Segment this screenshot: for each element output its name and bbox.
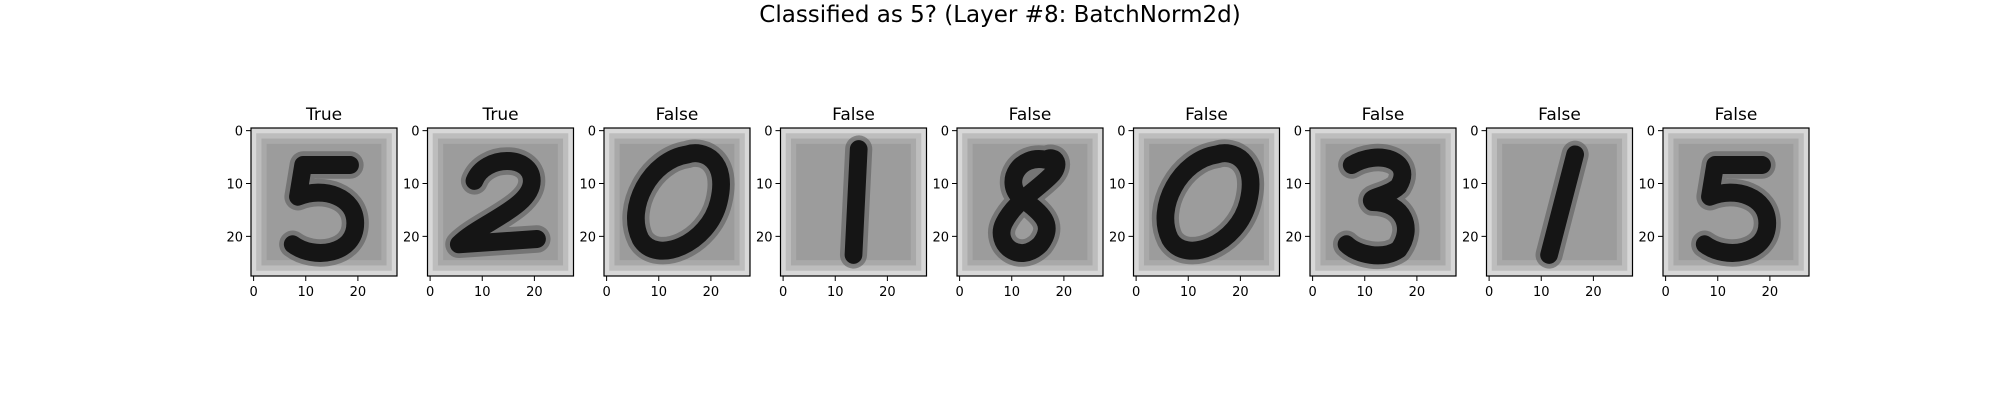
x-tick-label: 10 <box>650 285 667 300</box>
axes-frame <box>779 127 928 277</box>
x-tick-label: 10 <box>827 285 844 300</box>
x-tick-label: 0 <box>426 285 434 300</box>
image-panel: True 0 10 20 0 10 20 <box>403 105 575 300</box>
x-tick-label: 0 <box>1485 285 1493 300</box>
y-tick-label: 20 <box>1285 230 1302 245</box>
x-tick-label: 0 <box>1132 285 1140 300</box>
panel-title: False <box>1538 105 1581 125</box>
figure-title: Classified as 5? (Layer #8: BatchNorm2d) <box>759 2 1241 28</box>
y-tick-label: 0 <box>1294 125 1302 140</box>
y-tick-label: 20 <box>579 230 596 245</box>
x-tick-label: 10 <box>474 285 491 300</box>
y-tick-label: 10 <box>1462 178 1479 193</box>
x-tick-label: 0 <box>955 285 963 300</box>
x-tick-label: 20 <box>1409 285 1426 300</box>
x-tick-label: 10 <box>1356 285 1373 300</box>
axes-frame <box>250 127 398 277</box>
panel-title: False <box>1715 105 1758 125</box>
x-tick-label: 0 <box>602 285 610 300</box>
digit-stroke <box>1540 145 1585 264</box>
x-tick-label: 0 <box>779 285 787 300</box>
y-tick-label: 0 <box>411 125 419 140</box>
image-panel: False 0 10 20 0 10 20 <box>579 105 751 300</box>
y-tick-label: 20 <box>1109 230 1126 245</box>
panel-title: True <box>305 105 342 125</box>
axes-frame <box>426 127 575 277</box>
image-panel: False 0 10 20 0 10 20 <box>1285 105 1457 300</box>
y-tick-label: 10 <box>1109 178 1126 193</box>
panel-title: False <box>1185 105 1228 125</box>
x-tick-label: 10 <box>1709 285 1726 300</box>
x-tick-label: 20 <box>1232 285 1249 300</box>
digit-stroke <box>1156 144 1260 260</box>
panel-title: False <box>1362 105 1405 125</box>
digit-stroke <box>449 152 546 254</box>
axes-frame <box>1132 127 1281 277</box>
digit-stroke <box>1695 156 1777 262</box>
y-tick-label: 20 <box>932 230 949 245</box>
y-tick-label: 10 <box>1638 178 1655 193</box>
axes-frame <box>1485 127 1634 277</box>
x-tick-label: 10 <box>1533 285 1550 300</box>
axes-frame <box>1309 127 1457 277</box>
x-tick-label: 20 <box>350 285 367 300</box>
axes-frame <box>1662 127 1810 277</box>
x-tick-label: 20 <box>1762 285 1779 300</box>
x-tick-label: 0 <box>1308 285 1316 300</box>
y-tick-label: 0 <box>764 125 772 140</box>
image-panel: False 0 10 20 0 10 20 <box>1109 105 1281 300</box>
y-tick-label: 0 <box>941 125 949 140</box>
image-panel: False 0 10 20 0 10 20 <box>756 105 928 300</box>
y-tick-label: 0 <box>235 125 243 140</box>
y-tick-label: 20 <box>756 230 773 245</box>
y-tick-label: 20 <box>1638 230 1655 245</box>
y-tick-label: 10 <box>932 178 949 193</box>
digit-stroke <box>283 156 365 262</box>
x-tick-label: 0 <box>249 285 257 300</box>
y-tick-label: 20 <box>1462 230 1479 245</box>
y-tick-label: 10 <box>403 178 420 193</box>
digit-stroke <box>992 149 1066 262</box>
digit-stroke <box>1337 148 1415 265</box>
x-tick-label: 0 <box>1661 285 1669 300</box>
y-tick-label: 0 <box>1647 125 1655 140</box>
digit-stroke <box>627 144 730 260</box>
panel-title: False <box>1009 105 1052 125</box>
digit-stroke <box>844 140 868 264</box>
image-panel: False 0 10 20 0 10 20 <box>1638 105 1810 300</box>
x-tick-label: 10 <box>1180 285 1197 300</box>
y-tick-label: 0 <box>1117 125 1125 140</box>
y-tick-label: 10 <box>226 178 243 193</box>
x-tick-label: 20 <box>1056 285 1073 300</box>
x-tick-label: 20 <box>879 285 896 300</box>
y-tick-label: 10 <box>1285 178 1302 193</box>
x-tick-label: 20 <box>703 285 720 300</box>
panel-title: False <box>832 105 875 125</box>
axes-frame <box>603 127 751 277</box>
x-tick-label: 10 <box>297 285 314 300</box>
image-panel: False 0 10 20 0 10 20 <box>932 105 1104 300</box>
y-tick-label: 10 <box>579 178 596 193</box>
y-tick-label: 0 <box>1470 125 1478 140</box>
axes-frame <box>956 127 1104 277</box>
x-tick-label: 20 <box>526 285 543 300</box>
y-tick-label: 0 <box>588 125 596 140</box>
image-panel: True 0 10 20 0 10 20 <box>226 105 398 300</box>
x-tick-label: 20 <box>1585 285 1602 300</box>
y-tick-label: 20 <box>226 230 243 245</box>
panel-title: True <box>481 105 518 125</box>
x-tick-label: 10 <box>1003 285 1020 300</box>
panel-title: False <box>656 105 699 125</box>
y-tick-label: 10 <box>756 178 773 193</box>
y-tick-label: 20 <box>403 230 420 245</box>
image-panel: False 0 10 20 0 10 20 <box>1462 105 1634 300</box>
